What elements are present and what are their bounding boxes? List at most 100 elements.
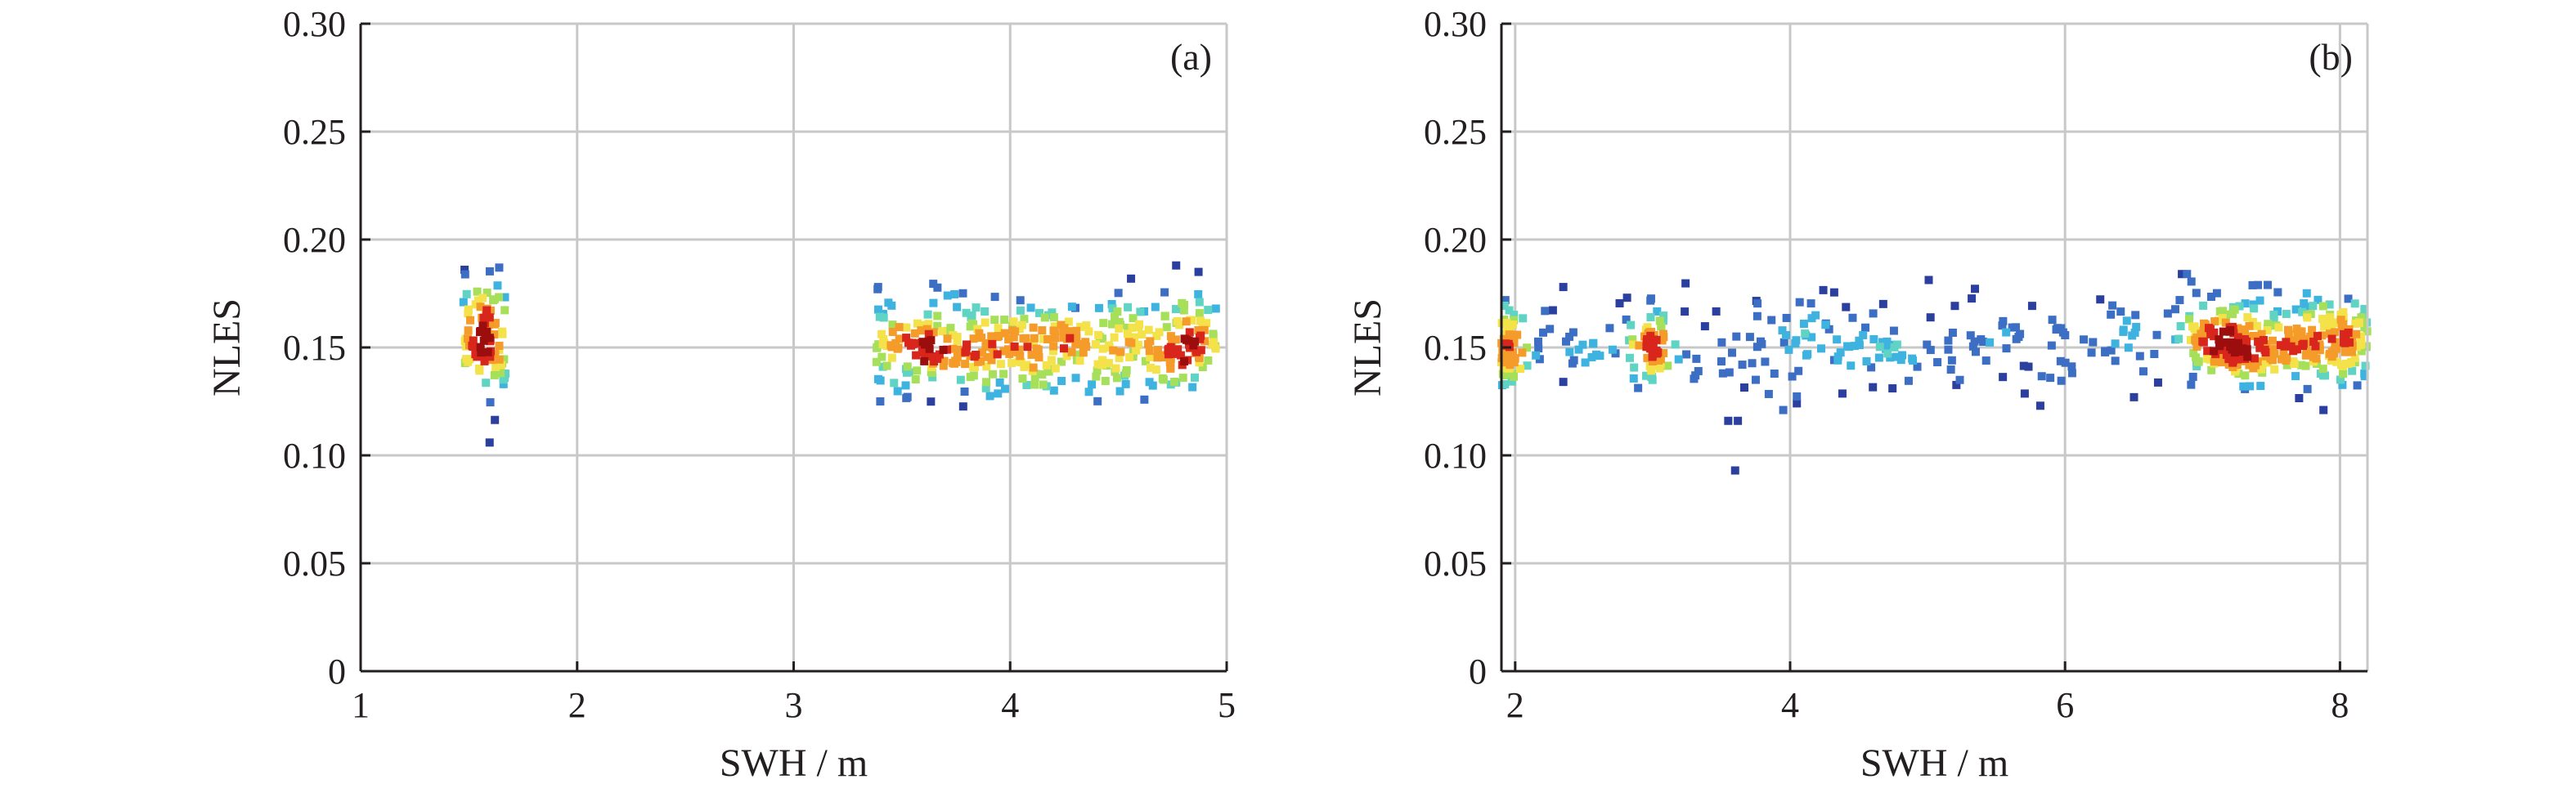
data-point: [1158, 374, 1167, 383]
data-point: [1166, 343, 1175, 352]
data-point: [1016, 306, 1025, 315]
data-point: [1882, 344, 1891, 353]
data-point: [469, 336, 478, 345]
data-point: [2024, 362, 2033, 371]
data-point: [2308, 325, 2317, 334]
data-point: [1020, 362, 1029, 371]
data-point: [2345, 338, 2354, 347]
data-point: [888, 328, 897, 337]
data-point: [1605, 324, 1614, 333]
data-point: [2303, 384, 2312, 393]
data-point: [2282, 353, 2291, 362]
data-point: [482, 289, 491, 298]
data-point: [2035, 401, 2044, 410]
data-point: [496, 369, 505, 378]
data-point: [1643, 353, 1652, 362]
data-point: [2107, 310, 2116, 319]
data-point: [2047, 341, 2056, 350]
data-point: [1757, 339, 1766, 348]
data-point: [2263, 325, 2272, 334]
data-point: [1191, 373, 1200, 382]
data-point: [2357, 339, 2366, 348]
data-point: [1196, 346, 1205, 355]
data-point: [2287, 342, 2296, 351]
y-tick-label: 0.30: [283, 4, 346, 44]
data-point: [2239, 382, 2248, 391]
data-point: [2270, 365, 2279, 374]
data-point: [2150, 350, 2159, 359]
data-point: [1049, 313, 1058, 322]
y-tick-label: 0.15: [283, 328, 346, 368]
data-point: [1084, 388, 1093, 396]
data-point: [1153, 346, 1162, 355]
data-point: [2228, 310, 2237, 319]
data-point: [1817, 344, 1826, 353]
data-point: [1129, 314, 1138, 323]
data-point: [2249, 360, 2258, 369]
data-point: [929, 298, 938, 307]
data-point: [2309, 352, 2318, 361]
data-point: [911, 374, 920, 383]
data-point: [1152, 331, 1161, 340]
data-point: [2260, 345, 2269, 354]
data-point: [460, 265, 469, 274]
data-point: [961, 360, 970, 369]
data-point: [2046, 374, 2055, 383]
data-point: [1066, 334, 1075, 343]
data-point: [2048, 316, 2057, 325]
data-point: [480, 313, 489, 322]
data-point: [1767, 316, 1776, 325]
data-point: [2313, 295, 2322, 304]
data-point: [1505, 330, 1514, 339]
data-point: [2138, 367, 2147, 376]
data-point: [2129, 392, 2138, 401]
data-point: [904, 338, 913, 347]
data-point: [1018, 374, 1027, 383]
data-point: [1807, 333, 1816, 342]
data-point: [2163, 309, 2172, 318]
data-point: [2255, 343, 2264, 352]
data-point: [1195, 358, 1204, 367]
data-point: [1211, 304, 1220, 313]
data-point: [1770, 370, 1779, 379]
data-point: [1752, 311, 1761, 320]
data-point: [1124, 323, 1133, 332]
data-point: [2184, 315, 2193, 324]
data-point: [2128, 331, 2137, 340]
data-point: [903, 392, 912, 401]
data-point: [2226, 327, 2235, 336]
data-point: [1093, 396, 1102, 405]
data-point: [982, 362, 991, 371]
data-point: [1799, 319, 1808, 328]
data-point: [475, 364, 484, 373]
data-point: [1022, 380, 1031, 389]
data-point: [2122, 316, 2131, 325]
data-point: [2020, 389, 2029, 398]
data-point: [2056, 356, 2065, 365]
data-point: [1655, 316, 1664, 325]
y-tick-label: 0.10: [1424, 436, 1487, 476]
data-point: [1191, 337, 1200, 346]
data-point: [1700, 322, 1709, 331]
data-point: [500, 293, 509, 302]
data-point: [2350, 353, 2359, 362]
data-point: [882, 361, 891, 370]
data-point: [2178, 270, 2187, 279]
data-point: [1049, 342, 1058, 351]
data-point: [2210, 347, 2219, 356]
data-point: [2135, 352, 2144, 361]
data-point: [877, 352, 886, 361]
data-point: [2199, 301, 2208, 310]
data-point: [993, 333, 1002, 342]
data-point: [2249, 364, 2258, 373]
data-point: [2233, 361, 2242, 370]
data-point: [1140, 395, 1149, 404]
data-point: [2299, 342, 2308, 351]
data-point: [872, 357, 881, 366]
data-point: [2175, 296, 2184, 305]
data-point: [1165, 350, 1174, 359]
data-point: [1158, 353, 1167, 362]
data-point: [1589, 339, 1598, 348]
data-point: [2279, 348, 2288, 357]
data-point: [1751, 375, 1760, 384]
